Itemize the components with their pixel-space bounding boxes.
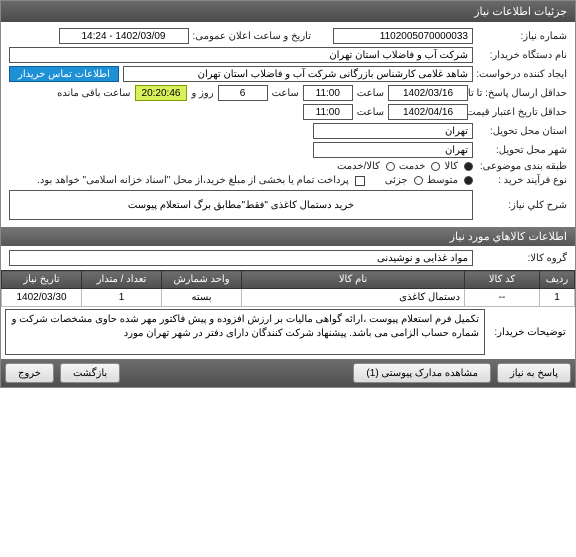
remaining-time-badge: 20:20:46 (135, 85, 188, 101)
col-date: تاریخ نیاز (2, 271, 82, 289)
col-qty: تعداد / متدار (82, 271, 162, 289)
panel-title: جزئیات اطلاعات نیاز (1, 1, 575, 22)
category-goods-service-radio[interactable] (386, 162, 395, 171)
exit-button[interactable]: خروج (5, 363, 54, 383)
validity-label: حداقل تاریخ اعتبار قیمت: تا تاریخ: (472, 107, 567, 118)
deadline-days-field: 6 (218, 85, 268, 101)
category-goods-service-label: کالا/خدمت (337, 161, 380, 172)
announce-label: تاریخ و ساعت اعلان عمومی: (193, 31, 312, 42)
items-table: ردیف کد کالا نام کالا واحد شمارش تعداد /… (1, 270, 575, 307)
province-field: تهران (313, 123, 473, 139)
cell-date: 1402/03/30 (2, 289, 82, 307)
category-goods-label: کالا (444, 161, 458, 172)
contact-info-button[interactable]: اطلاعات تماس خریدار (9, 66, 119, 82)
announce-dt-field: 1402/03/09 - 14:24 (59, 28, 189, 44)
form-area: شماره نیاز: 1102005070000033 تاریخ و ساع… (1, 22, 575, 227)
col-code: کد کالا (465, 271, 540, 289)
need-no-label: شماره نیاز: (477, 31, 567, 42)
col-unit: واحد شمارش (162, 271, 242, 289)
category-goods-radio[interactable] (464, 162, 473, 171)
remaining-label: ساعت باقی مانده (57, 88, 130, 99)
cell-qty: 1 (82, 289, 162, 307)
back-button[interactable]: بازگشت (60, 363, 120, 383)
delivery-city-label: شهر محل تحویل: (477, 145, 567, 156)
group-field: مواد غذایی و نوشیدنی (9, 250, 473, 266)
buyer-org-field: شرکت آب و فاضلاب استان تهران (9, 47, 473, 63)
requester-label: ایجاد کننده درخواست: (477, 69, 567, 80)
category-service-label: خدمت (399, 161, 426, 172)
buyer-note-label: توضیحات خریدار: (485, 309, 575, 355)
cell-unit: بسته (162, 289, 242, 307)
buyer-note-field: تکمیل فرم استعلام پیوست ،ارائه گواهی مال… (5, 309, 485, 355)
col-row: ردیف (540, 271, 575, 289)
cell-name: دستمال کاغذی (242, 289, 465, 307)
buyer-org-label: نام دستگاه خریدار: (477, 50, 567, 61)
attachments-button[interactable]: مشاهده مدارک پیوستی (1) (353, 363, 491, 383)
cell-row: 1 (540, 289, 575, 307)
validity-time-field: 11:00 (303, 104, 353, 120)
process-partial-label: جزئی (385, 175, 408, 186)
desc-label: شرح کلي نياز: (477, 200, 567, 211)
treasury-checkbox[interactable] (355, 176, 365, 186)
need-details-panel: جزئیات اطلاعات نیاز شماره نیاز: 11020050… (0, 0, 576, 388)
time-label-2: ساعت (272, 88, 299, 99)
time-label-3: ساعت (357, 107, 384, 118)
deadline-time-field: 11:00 (303, 85, 353, 101)
deadline-date-field: 1402/03/16 (388, 85, 468, 101)
group-label: گروه کالا: (477, 253, 567, 264)
col-name: نام کالا (242, 271, 465, 289)
need-no-field: 1102005070000033 (333, 28, 473, 44)
reply-button[interactable]: پاسخ به نیاز (497, 363, 571, 383)
time-label-1: ساعت (357, 88, 384, 99)
day-and-label: روز و (191, 88, 213, 99)
category-label: طبقه بندی موضوعی: (477, 161, 567, 172)
footer-bar: پاسخ به نیاز مشاهده مدارک پیوستی (1) باز… (1, 359, 575, 387)
delivery-city-field: تهران (313, 142, 473, 158)
province-label: استان محل تحویل: (477, 126, 567, 137)
process-label: نوع فرآیند خرید : (477, 175, 567, 186)
category-service-radio[interactable] (431, 162, 440, 171)
table-row[interactable]: 1 -- دستمال کاغذی بسته 1 1402/03/30 (2, 289, 575, 307)
desc-field: خرید دستمال کاغذی "فقط"مطابق برگ استعلام… (9, 190, 473, 220)
requester-field: شاهد غلامی کارشناس بازرگانی شرکت آب و فا… (123, 66, 473, 82)
cell-code: -- (465, 289, 540, 307)
process-medium-label: متوسط (427, 175, 458, 186)
validity-date-field: 1402/04/16 (388, 104, 468, 120)
payment-note: پرداخت تمام یا بخشی از مبلغ خرید،از محل … (37, 175, 349, 186)
process-partial-radio[interactable] (414, 176, 423, 185)
process-medium-radio[interactable] (464, 176, 473, 185)
items-section-header: اطلاعات كالاهاي مورد نياز (1, 227, 575, 246)
deadline-label: حداقل ارسال پاسخ: تا تاریخ: (472, 88, 567, 99)
